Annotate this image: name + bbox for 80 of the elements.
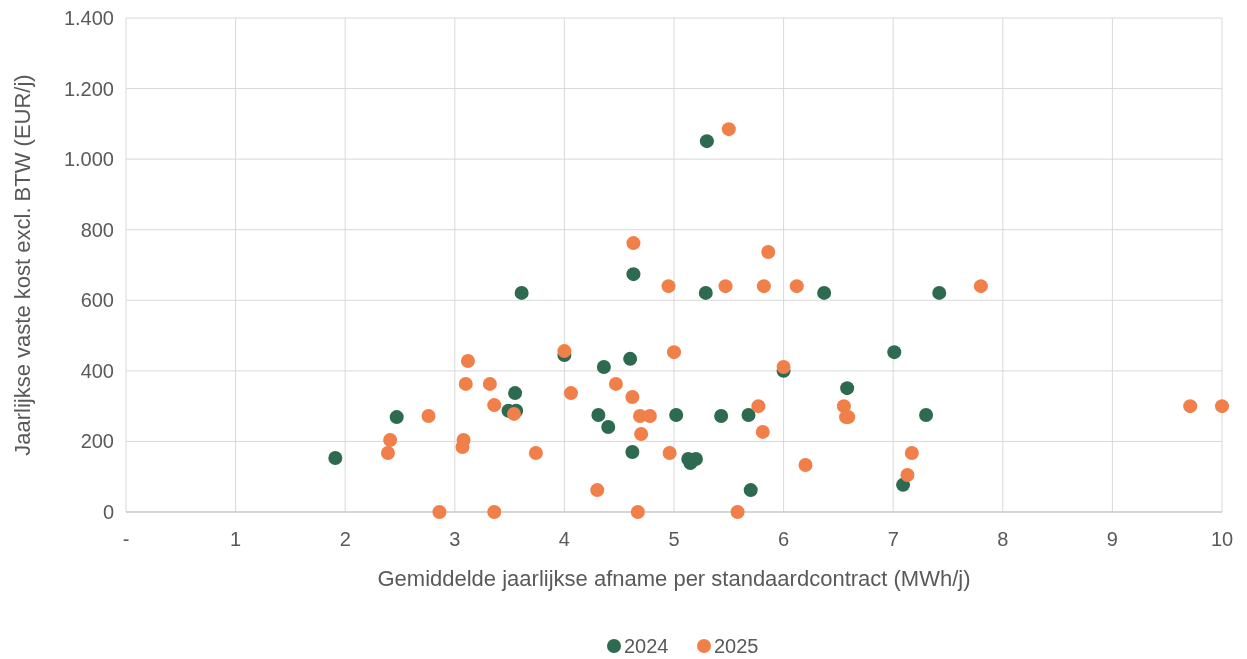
- point: [625, 445, 640, 460]
- point: [421, 409, 436, 424]
- x-tick-label: 1: [230, 528, 242, 550]
- point: [698, 285, 713, 300]
- point: [761, 244, 776, 259]
- x-tick-label: 3: [449, 528, 461, 550]
- point: [743, 483, 758, 498]
- x-tick-label: 6: [778, 528, 790, 550]
- point: [623, 351, 638, 366]
- point: [973, 279, 988, 294]
- y-tick-label: 600: [80, 289, 114, 312]
- x-axis-title: Gemiddelde jaarlijkse afname per standaardcontract (MWh/j): [377, 566, 971, 591]
- x-tick-label: 8: [997, 528, 1009, 550]
- point: [508, 386, 523, 401]
- point: [721, 122, 736, 137]
- x-tick-label: 5: [668, 528, 680, 550]
- point: [817, 285, 832, 300]
- point: [669, 407, 684, 422]
- point: [741, 407, 756, 422]
- point: [625, 389, 640, 404]
- y-tick-label: 400: [80, 359, 114, 382]
- point: [328, 451, 343, 466]
- point: [798, 458, 813, 473]
- point: [455, 440, 470, 455]
- x-tick-label: 7: [887, 528, 899, 550]
- point: [755, 424, 770, 439]
- point: [932, 285, 947, 300]
- legend-label: 2025: [714, 635, 759, 657]
- point: [601, 419, 616, 434]
- point: [756, 279, 771, 294]
- point: [460, 353, 475, 368]
- point: [887, 345, 902, 360]
- point: [596, 359, 611, 374]
- y-tick-label: 1.000: [63, 148, 114, 171]
- point: [776, 359, 791, 374]
- x-tick-label: -: [122, 528, 130, 550]
- point: [699, 134, 714, 149]
- point: [432, 505, 447, 519]
- y-tick-label: 200: [80, 430, 114, 453]
- point: [482, 376, 497, 391]
- x-tick-label: 4: [558, 528, 570, 550]
- point: [591, 407, 606, 422]
- point: [458, 376, 473, 391]
- point: [626, 236, 641, 251]
- y-axis-title: Jaarlijkse vaste kost excl. BTW (EUR/j): [10, 74, 35, 456]
- point: [789, 279, 804, 294]
- point: [563, 386, 578, 401]
- y-tick-label: 0: [102, 501, 114, 523]
- y-tick-label: 800: [80, 218, 114, 241]
- point: [608, 376, 623, 391]
- y-tick-label: 1.200: [63, 77, 114, 100]
- point: [514, 285, 529, 300]
- point: [714, 409, 729, 424]
- point: [1215, 399, 1229, 414]
- x-tick-label: 2: [339, 528, 351, 550]
- point: [626, 267, 641, 282]
- y-tick-label: 1.400: [63, 7, 114, 29]
- point: [840, 381, 855, 396]
- point: [389, 410, 404, 425]
- legend-label: 2024: [624, 635, 669, 657]
- point: [904, 446, 919, 461]
- point: [634, 427, 649, 442]
- x-tick-label: 9: [1106, 528, 1118, 550]
- point: [487, 505, 502, 519]
- point: [528, 446, 543, 461]
- point: [662, 446, 677, 461]
- point: [730, 505, 745, 519]
- point: [630, 505, 645, 519]
- point: [383, 433, 398, 448]
- point: [919, 407, 934, 422]
- point: [380, 446, 395, 461]
- point: [590, 483, 605, 498]
- point: [900, 467, 915, 482]
- point: [667, 345, 681, 360]
- x-tick-label: 10: [1210, 528, 1234, 550]
- point: [661, 279, 676, 294]
- point: [487, 398, 502, 413]
- point: [718, 279, 733, 294]
- point: [751, 399, 766, 414]
- point: [1183, 399, 1198, 414]
